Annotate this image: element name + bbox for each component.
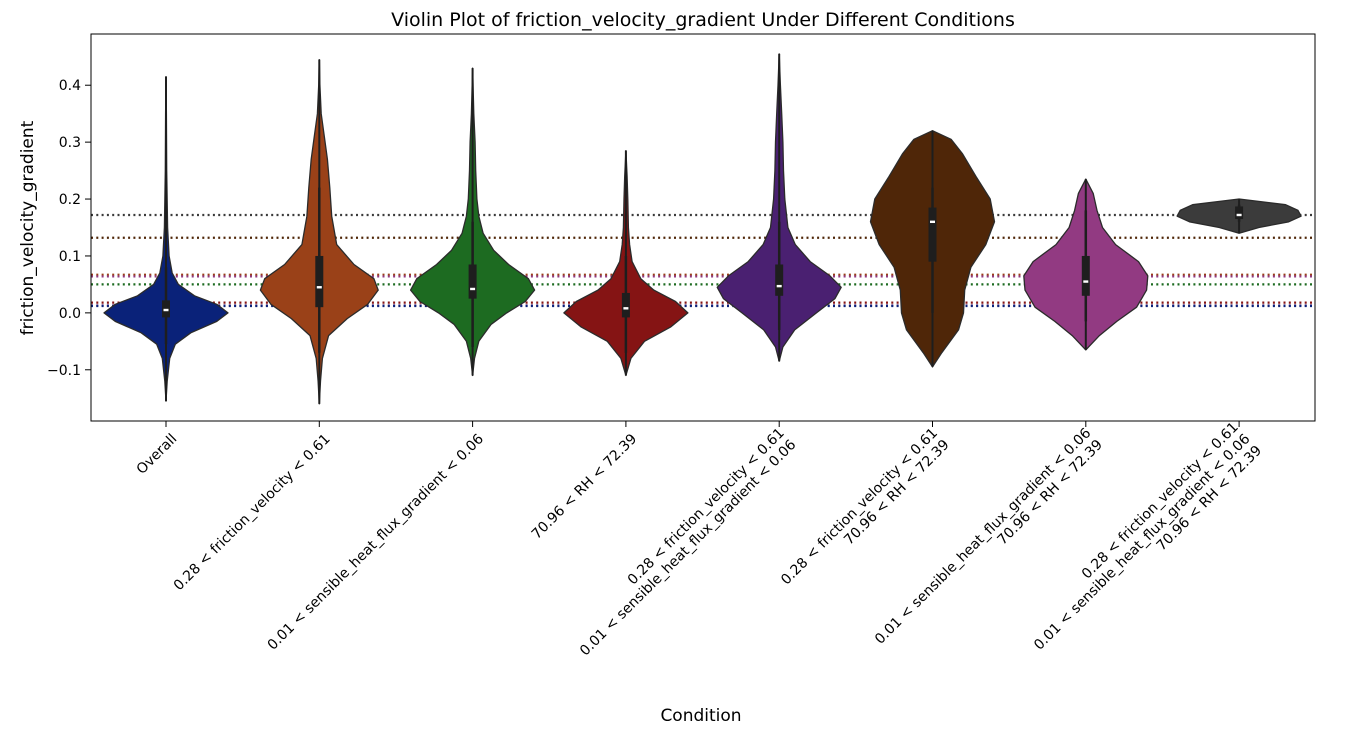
violin-group-2 xyxy=(409,67,536,377)
x-tick-label-line: 70.96 < RH < 72.39 xyxy=(841,437,953,549)
violin-median-5 xyxy=(930,220,935,224)
violin-group-4 xyxy=(716,53,842,362)
violin-iqr-box-7 xyxy=(1235,206,1244,219)
violin-iqr-box-5 xyxy=(928,207,937,262)
x-tick-label-0: Overall xyxy=(134,431,181,478)
violin-iqr-box-4 xyxy=(775,264,784,296)
violin-group-6 xyxy=(1023,178,1149,351)
violin-group-3 xyxy=(563,150,689,377)
violin-group-0 xyxy=(103,76,229,402)
x-tick-label-line: 0.28 < friction_velocity < 0.61 xyxy=(778,425,941,588)
x-tick-label-line: 70.96 < RH < 72.39 xyxy=(529,431,641,543)
y-tick-label-2: 0.1 xyxy=(59,249,81,265)
violin-median-2 xyxy=(470,287,476,291)
violin-iqr-box-1 xyxy=(315,255,324,308)
violin-median-1 xyxy=(316,286,322,289)
violin-iqr-box-2 xyxy=(468,264,477,299)
y-tick-label-5: 0.4 xyxy=(59,78,81,94)
y-tick-label-1: 0.0 xyxy=(59,306,81,322)
violin-iqr-box-3 xyxy=(621,292,630,318)
violin-iqr-box-6 xyxy=(1081,255,1090,296)
y-tick-label-0: −0.1 xyxy=(47,363,81,379)
x-tick-label-1: 0.28 < friction_velocity < 0.61 xyxy=(171,431,334,594)
x-tick-label-line: Overall xyxy=(134,431,181,478)
violin-median-6 xyxy=(1083,280,1089,283)
y-tick-label-3: 0.2 xyxy=(59,192,81,208)
y-axis-label: friction_velocity_gradient xyxy=(18,120,38,335)
violin-group-5 xyxy=(869,130,996,368)
x-tick-label-3: 70.96 < RH < 72.39 xyxy=(529,431,641,543)
x-tick-label-line: 70.96 < RH < 72.39 xyxy=(994,437,1106,549)
chart-title: Violin Plot of friction_velocity_gradien… xyxy=(391,9,1015,31)
violin-group-1 xyxy=(259,58,379,405)
violin-median-7 xyxy=(1236,213,1242,217)
y-tick-label-4: 0.3 xyxy=(59,135,81,151)
violin-group-7 xyxy=(1176,198,1302,234)
x-tick-label-line: 0.28 < friction_velocity < 0.61 xyxy=(625,425,788,588)
violin-median-0 xyxy=(163,308,169,312)
x-tick-label-line: 0.28 < friction_velocity < 0.61 xyxy=(171,431,334,594)
x-tick-label-5: 0.28 < friction_velocity < 0.6170.96 < R… xyxy=(778,425,953,600)
violin-median-4 xyxy=(776,284,782,288)
x-axis-label: Condition xyxy=(660,706,741,726)
plot-frame xyxy=(90,33,1316,422)
violins-group xyxy=(103,53,1302,405)
y-axis: −0.1 0.0 0.1 0.2 0.3 0.4 xyxy=(47,78,91,379)
violin-median-3 xyxy=(623,307,629,310)
